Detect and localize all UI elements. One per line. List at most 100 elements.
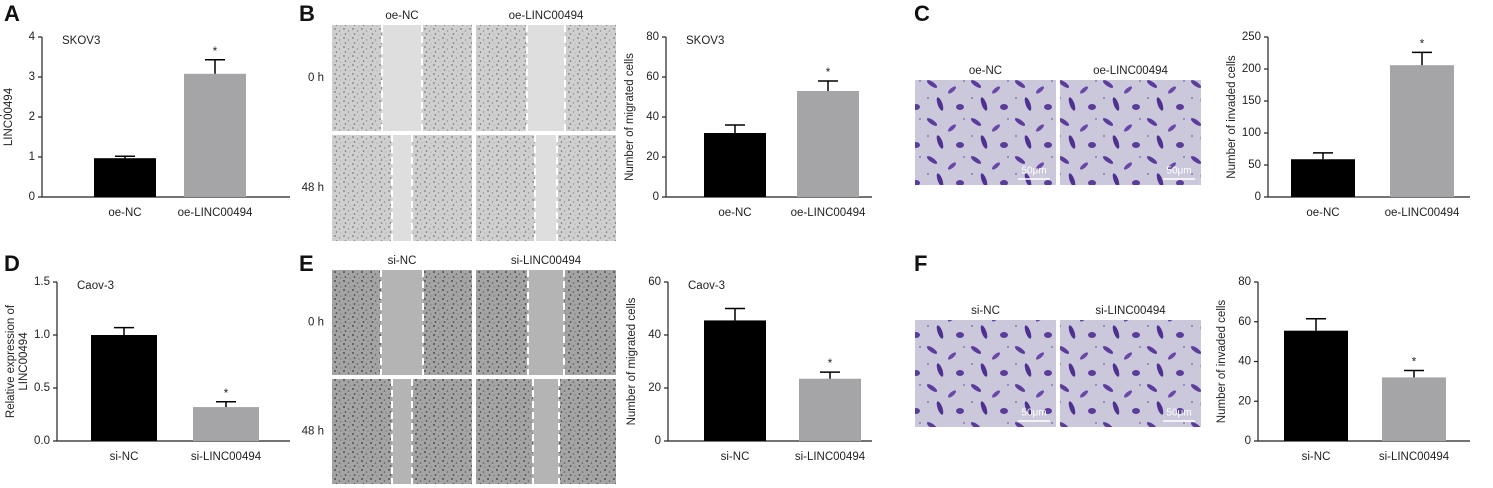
- image-column-label: si-LINC00494: [511, 255, 582, 267]
- image-column-label: oe-LINC00494: [509, 10, 584, 22]
- y-tick-label: 50: [1248, 159, 1261, 171]
- image-column-label: oe-NC: [969, 65, 1002, 77]
- x-tick-label: oe-NC: [108, 207, 141, 219]
- panel-letter: E: [299, 251, 314, 276]
- bar: [193, 407, 259, 441]
- y-tick-label: 0: [1255, 191, 1261, 203]
- y-tick-label: 0.0: [34, 435, 50, 447]
- wound-gap: [382, 25, 422, 131]
- wound-gap: [392, 135, 412, 241]
- y-tick-label: 80: [1238, 276, 1251, 288]
- bar: [91, 335, 157, 441]
- y-axis-label: Relative expression of: [0, 60, 2, 174]
- x-tick-label: si-LINC00494: [191, 451, 262, 463]
- bar: [94, 158, 156, 197]
- y-axis-label: Number of migrated cells: [626, 297, 638, 425]
- y-tick-label: 60: [646, 71, 659, 83]
- image-row-label: 48 h: [302, 426, 324, 438]
- y-tick-label: 1.5: [34, 276, 50, 288]
- y-tick-label: 0: [653, 191, 659, 203]
- x-tick-label: oe-NC: [718, 207, 751, 219]
- chart-subtitle: SKOV3: [62, 35, 100, 47]
- x-tick-label: si-LINC00494: [795, 451, 866, 463]
- y-tick-label: 40: [1238, 356, 1251, 368]
- x-tick-label: si-LINC00494: [1379, 451, 1450, 463]
- y-tick-label: 0: [655, 435, 661, 447]
- x-tick-label: si-NC: [1302, 451, 1331, 463]
- panel-letter: C: [914, 1, 930, 26]
- wound-gap: [392, 379, 412, 484]
- y-axis-label: Relative expression of: [5, 304, 17, 418]
- chart-subtitle: Caov-3: [688, 280, 725, 292]
- bar: [184, 73, 246, 197]
- panel-letter: A: [4, 1, 20, 26]
- y-axis-label: LINC00494: [18, 332, 30, 391]
- image-column-label: oe-NC: [385, 10, 418, 22]
- bar: [1284, 330, 1348, 441]
- micrograph: [1060, 320, 1201, 427]
- y-tick-label: 1: [29, 151, 35, 163]
- y-axis-label: Number of migrated cells: [624, 53, 636, 181]
- wound-gap: [527, 25, 565, 131]
- significance-mark: *: [1412, 356, 1417, 368]
- scale-bar-label: 50μm: [1021, 408, 1046, 419]
- image-row-label: 48 h: [302, 182, 324, 194]
- scale-bar-label: 50μm: [1021, 166, 1046, 177]
- significance-mark: *: [1420, 38, 1425, 50]
- y-axis-label: LINC00494: [3, 87, 15, 146]
- micrograph: [1060, 80, 1201, 185]
- y-axis-label: Number of invaded cells: [1226, 55, 1238, 179]
- wound-gap: [535, 135, 557, 241]
- image-row-label: 0 h: [308, 72, 324, 84]
- panel-letter: D: [4, 251, 20, 276]
- bar: [704, 133, 766, 197]
- chart-subtitle: SKOV3: [686, 35, 724, 47]
- image-column-label: si-NC: [971, 305, 1000, 317]
- y-tick-label: 40: [646, 111, 659, 123]
- y-tick-label: 4: [29, 31, 36, 43]
- significance-mark: *: [224, 388, 229, 400]
- bar: [799, 378, 861, 441]
- wound-gap: [381, 270, 423, 375]
- panel-letter: F: [914, 251, 927, 276]
- bar: [1382, 377, 1446, 441]
- y-tick-label: 100: [1242, 127, 1261, 139]
- y-tick-label: 20: [648, 382, 661, 394]
- y-tick-label: 0: [1245, 435, 1251, 447]
- y-tick-label: 80: [646, 31, 659, 43]
- significance-mark: *: [826, 67, 831, 79]
- y-tick-label: 0.5: [34, 382, 50, 394]
- bar: [797, 91, 859, 197]
- image-column-label: si-LINC00494: [1095, 305, 1166, 317]
- x-tick-label: oe-LINC00494: [791, 207, 866, 219]
- image-column-label: oe-LINC00494: [1093, 65, 1168, 77]
- panel-letter: B: [299, 1, 315, 26]
- x-tick-label: oe-LINC00494: [178, 207, 253, 219]
- y-tick-label: 0: [29, 191, 35, 203]
- significance-mark: *: [828, 358, 833, 370]
- chart-subtitle: Caov-3: [77, 280, 114, 292]
- scale-bar-label: 50μm: [1166, 408, 1191, 419]
- y-tick-label: 200: [1242, 63, 1261, 75]
- image-row-label: 0 h: [308, 317, 324, 329]
- y-tick-label: 40: [648, 329, 661, 341]
- y-tick-label: 2: [29, 111, 35, 123]
- x-tick-label: si-NC: [721, 451, 750, 463]
- x-tick-label: oe-NC: [1306, 207, 1339, 219]
- x-tick-label: oe-LINC00494: [1385, 207, 1460, 219]
- y-tick-label: 250: [1242, 31, 1261, 43]
- bar: [704, 320, 766, 441]
- y-tick-label: 150: [1242, 95, 1261, 107]
- y-tick-label: 60: [648, 276, 661, 288]
- wound-gap: [533, 379, 559, 484]
- bar: [1390, 65, 1454, 197]
- y-tick-label: 1.0: [34, 329, 50, 341]
- wound-gap: [528, 270, 564, 375]
- y-tick-label: 60: [1238, 316, 1251, 328]
- scale-bar-label: 50μm: [1166, 166, 1191, 177]
- y-tick-label: 20: [646, 151, 659, 163]
- y-axis-label: Number of invaded cells: [1216, 300, 1228, 424]
- micrograph: [915, 320, 1056, 427]
- x-tick-label: si-NC: [110, 451, 139, 463]
